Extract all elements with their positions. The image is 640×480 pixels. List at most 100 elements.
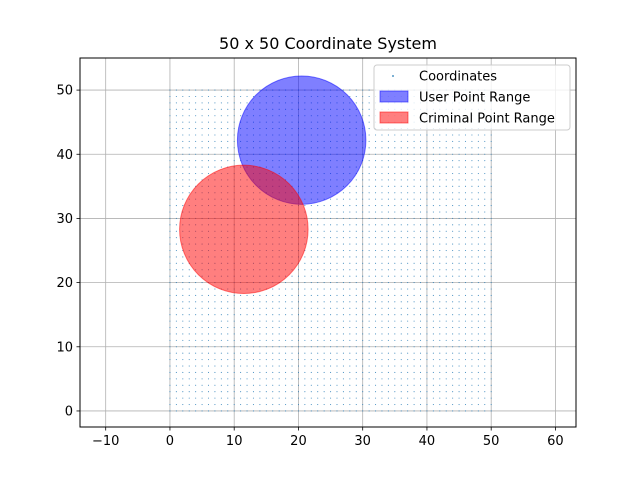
coordinate-point (477, 282, 479, 284)
coordinate-point (394, 333, 396, 335)
coordinate-point (317, 403, 319, 406)
coordinate-point (381, 346, 383, 348)
coordinate-point (432, 262, 434, 264)
coordinate-point (458, 384, 460, 386)
coordinate-point (426, 333, 428, 335)
coordinate-point (413, 237, 415, 239)
coordinate-point (490, 262, 492, 264)
coordinate-point (265, 391, 267, 393)
coordinate-point (336, 403, 338, 406)
coordinate-point (484, 160, 486, 162)
coordinate-point (484, 249, 486, 252)
coordinate-point (278, 352, 280, 354)
legend-label: User Point Range (419, 91, 530, 106)
coordinate-point (374, 192, 377, 194)
coordinate-point (355, 326, 357, 329)
coordinate-point (323, 262, 325, 264)
coordinate-point (419, 371, 422, 374)
coordinate-point (477, 320, 479, 322)
coordinate-point (477, 256, 479, 258)
coordinate-point (175, 185, 177, 187)
coordinate-point (297, 333, 299, 335)
coordinate-point (432, 153, 434, 155)
coordinate-point (387, 384, 389, 386)
coordinate-point (387, 269, 389, 271)
coordinate-point (477, 384, 479, 386)
coordinate-point (169, 95, 171, 98)
coordinate-point (471, 320, 473, 322)
coordinate-point (310, 384, 312, 386)
coordinate-point (207, 333, 210, 335)
coordinate-point (342, 371, 344, 374)
coordinate-point (207, 339, 210, 341)
coordinate-point (246, 339, 248, 341)
coordinate-point (336, 198, 338, 200)
coordinate-point (419, 384, 422, 386)
coordinate-point (471, 314, 473, 316)
coordinate-point (445, 147, 447, 149)
coordinate-point (426, 410, 428, 412)
coordinate-point (220, 359, 222, 361)
coordinate-point (445, 269, 447, 271)
coordinate-point (426, 185, 428, 187)
coordinate-point (432, 294, 434, 296)
coordinate-point (458, 198, 460, 200)
coordinate-point (310, 365, 312, 367)
coordinate-point (471, 339, 473, 341)
coordinate-point (445, 339, 447, 341)
coordinate-point (413, 333, 415, 335)
coordinate-point (452, 275, 454, 277)
coordinate-point (336, 307, 338, 309)
coordinate-point (227, 333, 229, 335)
coordinate-point (240, 108, 242, 110)
coordinate-point (265, 301, 267, 303)
coordinate-point (413, 160, 415, 162)
coordinate-point (381, 339, 383, 341)
coordinate-point (182, 198, 184, 200)
coordinate-point (220, 403, 222, 406)
coordinate-point (214, 134, 216, 136)
coordinate-point (419, 217, 422, 219)
coordinate-point (195, 288, 197, 290)
coordinate-point (317, 269, 319, 271)
coordinate-point (439, 153, 441, 155)
coordinate-point (272, 333, 274, 335)
coordinate-point (381, 249, 383, 252)
coordinate-point (188, 185, 190, 187)
coordinate-point (259, 294, 261, 296)
coordinate-point (439, 243, 441, 245)
coordinate-point (252, 365, 255, 367)
coordinate-point (330, 237, 332, 239)
coordinate-point (214, 352, 216, 354)
coordinate-point (214, 326, 216, 329)
coordinate-point (458, 365, 460, 367)
coordinate-point (310, 352, 312, 354)
coordinate-point (439, 217, 441, 219)
coordinate-point (285, 410, 287, 412)
coordinate-point (400, 275, 402, 277)
coordinate-point (175, 115, 177, 117)
coordinate-point (464, 333, 467, 335)
coordinate-point (477, 262, 479, 264)
coordinate-point (207, 147, 210, 149)
coordinate-point (374, 320, 377, 322)
coordinate-point (246, 320, 248, 322)
x-tick-label: 0 (166, 434, 174, 449)
coordinate-point (368, 301, 370, 303)
coordinate-point (407, 365, 409, 367)
coordinate-point (432, 333, 434, 335)
coordinate-point (432, 172, 434, 175)
coordinate-point (188, 301, 190, 303)
coordinate-point (349, 205, 351, 207)
coordinate-point (278, 371, 280, 374)
coordinate-point (310, 205, 312, 207)
coordinate-point (207, 89, 210, 91)
coordinate-point (278, 403, 280, 406)
y-tick-label: 50 (56, 84, 73, 99)
coordinate-point (426, 282, 428, 284)
coordinate-point (201, 397, 203, 399)
plot-frame (79, 57, 577, 428)
coordinate-point (195, 391, 197, 393)
coordinate-point (297, 301, 299, 303)
coordinate-point (419, 378, 422, 380)
